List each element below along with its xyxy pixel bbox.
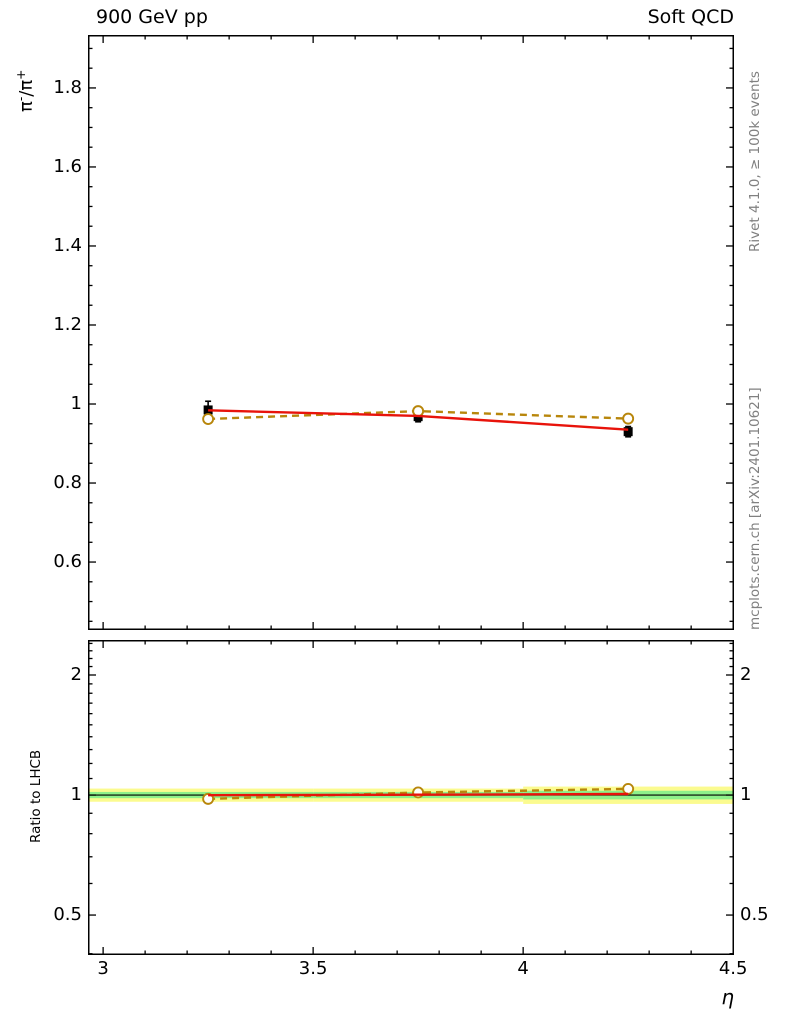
ratio-y-tick-label-left: 2 [70,664,82,685]
x-tick-label: 4.5 [718,958,748,979]
x-tick-label: 4 [517,958,529,979]
ratio-plot-panel [88,640,734,955]
series-line-herwig-2-7-1-ue-ee-5 [208,792,629,797]
rivet-version-label: Rivet 4.1.0, ≥ 100k events [747,71,763,252]
x-tick-label: 3 [97,958,109,979]
open-circle-marker [412,786,425,799]
main-y-tick-label: 1.4 [53,234,82,256]
panel-frame [88,35,734,630]
main-y-tick-label: 1.6 [53,155,82,177]
main-y-tick-label: 0.6 [53,551,82,573]
open-circle-marker [202,413,215,425]
mcplots-arxiv-label: mcplots.cern.ch [arXiv:2401.10621] [747,387,763,630]
main-y-axis-label: π-/π+ [14,69,37,112]
ratio-y-tick-label-right: 0.5 [740,904,769,926]
ratio-y-tick-label-right: 1 [740,784,752,806]
main-y-tick-label: 1 [70,393,82,414]
panel-frame [88,640,734,955]
x-axis-label: η [721,985,734,1009]
beam-energy-label: 900 GeV pp [96,6,208,28]
open-circle-marker [622,782,635,795]
main-plot-panel [88,35,734,630]
series-line-herwig-2-7-1-ue-ee-5 [208,409,629,431]
main-y-tick-label: 1.8 [53,76,82,98]
open-circle-marker [622,412,635,425]
x-tick-label: 3.5 [298,958,328,979]
main-y-tick-label: 1.2 [53,313,82,335]
ratio-y-tick-label-left: 1 [70,784,82,806]
main-y-tick-label: 0.8 [53,472,82,494]
process-group-label: Soft QCD [647,6,734,28]
ratio-y-tick-label-right: 2 [740,664,752,685]
ratio-y-tick-label-left: 0.5 [53,904,82,926]
filled-square-marker [623,427,633,437]
